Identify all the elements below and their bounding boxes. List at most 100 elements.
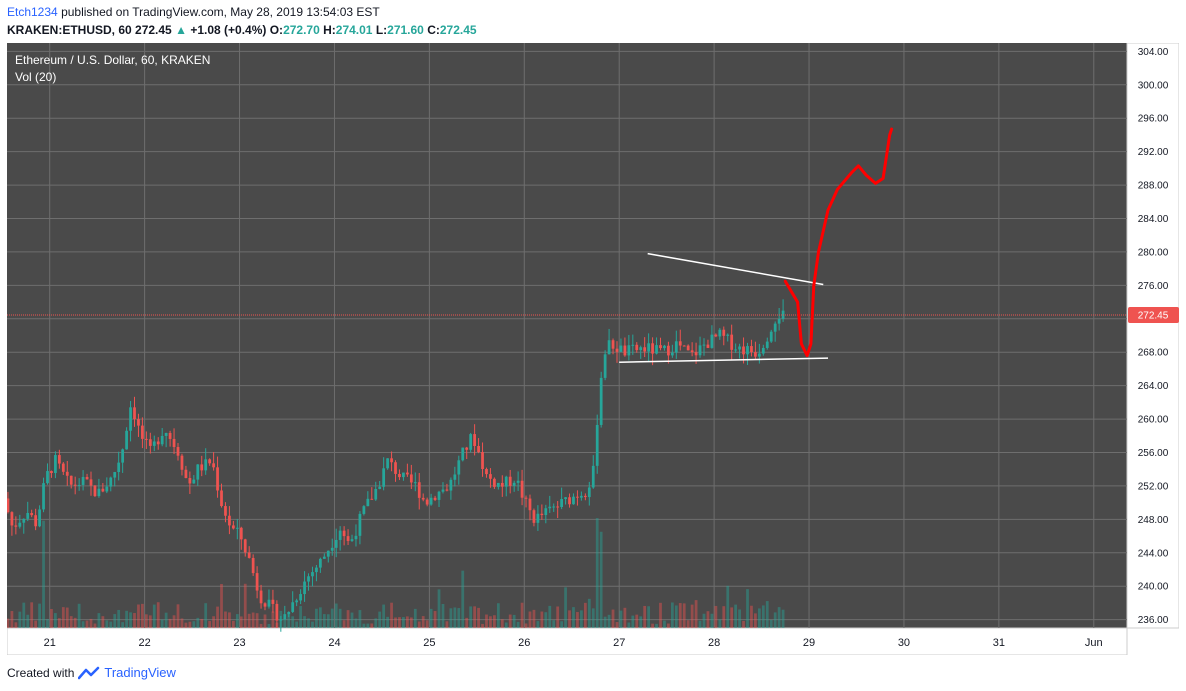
time-tick-label: Jun <box>1085 637 1103 649</box>
candle-body <box>674 341 678 353</box>
candle-body <box>718 329 722 337</box>
volume-bar <box>761 605 765 628</box>
price-tick-label: 296.00 <box>1138 114 1169 125</box>
candle-body <box>156 441 160 445</box>
volume-bar <box>777 607 781 628</box>
candle-body <box>437 491 441 500</box>
volume-bar <box>61 607 65 628</box>
volume-bar <box>663 620 666 628</box>
candle-body <box>532 510 536 523</box>
candle-body <box>137 419 140 426</box>
candle-body <box>603 354 607 378</box>
candle-body <box>552 506 556 508</box>
candle-body <box>773 323 777 332</box>
tradingview-brand[interactable]: TradingView <box>104 665 176 680</box>
volume-bar <box>726 585 730 628</box>
candle-body <box>761 347 765 354</box>
candle-body <box>754 352 757 357</box>
candle-body <box>655 345 658 354</box>
candle-body <box>516 480 520 483</box>
volume-bar <box>706 611 710 628</box>
last-price-badge-bg <box>1128 307 1179 324</box>
candle-body <box>259 590 263 604</box>
time-axis-labels: 21 22 23 24 25 26 27 28 29 30 31 Jun <box>44 637 1103 649</box>
candle-body <box>117 462 121 473</box>
candle-body <box>14 525 18 527</box>
candle-body <box>433 497 437 500</box>
volume-bar <box>564 587 567 628</box>
volume-bar <box>113 614 117 628</box>
volume-bar <box>398 617 401 628</box>
volume-bar <box>263 614 267 628</box>
candle-body <box>607 340 611 355</box>
candle-body <box>330 547 334 551</box>
volume-bar <box>674 605 678 628</box>
candle-body <box>10 512 14 526</box>
candle-body <box>659 345 662 349</box>
candles <box>7 299 785 632</box>
volume-bar <box>14 622 18 628</box>
candle-body <box>686 345 690 351</box>
volume-bar <box>315 608 318 628</box>
volume-bar <box>572 607 575 628</box>
candle-body <box>342 530 346 537</box>
upper-trendline[interactable] <box>647 252 824 286</box>
candle-body <box>54 455 57 474</box>
volume-bar <box>441 603 445 628</box>
volume-bar <box>595 518 599 628</box>
volume-bar <box>374 618 378 628</box>
price-chart[interactable]: 236.00 240.00 244.00 248.00 252.00 256.00 260.… <box>7 43 1179 655</box>
candle-body <box>101 488 105 492</box>
candle-body <box>235 527 239 529</box>
candle-body <box>524 497 528 499</box>
candle-body <box>706 344 710 348</box>
candle-body <box>176 447 180 456</box>
volume-bar <box>773 612 777 628</box>
volume-bar <box>144 614 148 628</box>
candle-body <box>263 603 267 607</box>
price-tick-label: 236.00 <box>1138 615 1169 626</box>
candle-body <box>540 513 544 516</box>
close-value: 272.45 <box>439 23 477 37</box>
candle-body <box>315 567 318 573</box>
price-change: +1.08 (+0.4%) <box>190 23 267 37</box>
volume-bar <box>425 620 429 628</box>
candle-body <box>611 340 615 349</box>
candle-body <box>714 334 718 337</box>
volume-bar <box>698 620 702 628</box>
candle-body <box>208 459 212 464</box>
candle-body <box>750 346 753 353</box>
candle-body <box>338 530 342 540</box>
volume-bar <box>93 623 97 628</box>
time-axis[interactable] <box>7 627 1128 655</box>
lower-trendline[interactable] <box>619 357 829 363</box>
projection-drawing[interactable] <box>783 127 894 358</box>
price-axis[interactable] <box>1126 43 1179 629</box>
volume-bar <box>73 617 77 628</box>
volume-bar <box>152 604 156 628</box>
candle-body <box>354 535 358 540</box>
candle-body <box>30 512 34 516</box>
volume-bar <box>603 616 607 628</box>
volume-bar <box>591 608 595 628</box>
candle-body <box>228 515 231 526</box>
candle-body <box>453 474 457 480</box>
volume-bar <box>382 604 386 628</box>
volume-bar <box>30 602 34 628</box>
candle-body <box>303 581 306 595</box>
candle-body <box>311 572 314 577</box>
volume-bar <box>453 607 457 628</box>
plot-area[interactable] <box>7 43 1127 628</box>
volume-bar <box>516 621 520 628</box>
candle-body <box>89 479 93 486</box>
volume-bar <box>655 623 658 628</box>
author-link[interactable]: Etch1234 <box>7 5 58 19</box>
volume-bar <box>730 607 734 628</box>
volume-bar <box>599 531 603 628</box>
volume-bar <box>338 608 342 628</box>
volume-bar <box>722 606 726 628</box>
volume-bar <box>311 621 314 628</box>
candle-body <box>18 522 22 527</box>
close-label: C: <box>427 23 440 37</box>
candle-body <box>591 465 595 488</box>
